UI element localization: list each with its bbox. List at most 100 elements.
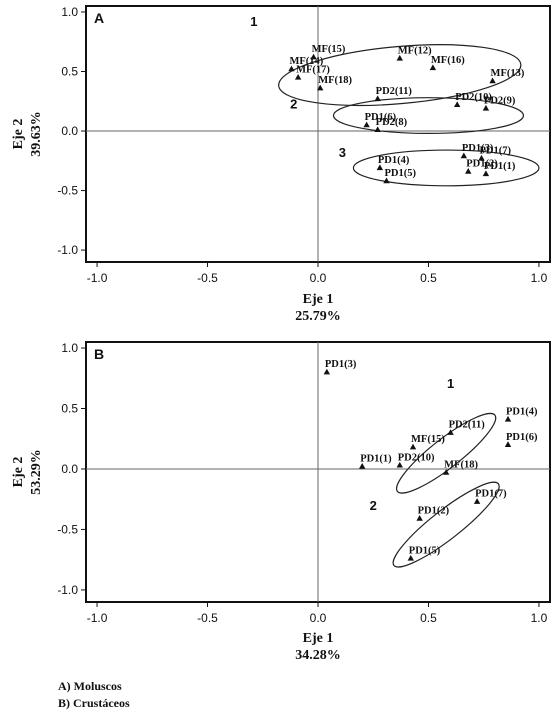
panel-a-y-tick-label: 0.5 [61,64,78,78]
panel-a-point-label: PD1(2) [466,159,498,170]
panel-a-x-tick-label: -0.5 [197,271,218,285]
panel-a-y-tick-label: 0.0 [61,124,78,138]
panel-a-point-label: PD1(3) [462,143,494,154]
panel-a-point-marker [376,164,384,171]
panel-a-point-marker [482,170,490,177]
panel-b-point-label: PD1(6) [506,432,538,443]
panel-a-y-tick-label: 1.0 [61,5,78,19]
panel-a-point-marker [374,126,381,133]
panel-b-x-tick-label: -0.5 [197,611,218,625]
panel-b-point-marker [504,415,512,422]
panel-a-group-number: 3 [339,145,346,160]
panel-a-point-marker [310,53,317,60]
panel-b-group-number: 1 [447,376,454,391]
panel-a-x-axis-percent: 25.79% [295,309,341,324]
panel-a-point-label: PD1(5) [384,168,416,179]
panel-a-point-marker [478,154,485,161]
panel-a-group-number: 2 [290,96,297,111]
panel-a-panel-label: A [94,10,104,26]
panel-a-point-label: PD2(9) [484,95,516,106]
panel-b-point-label: MF(18) [444,460,478,471]
panel-a-point-label: PD1(7) [480,145,512,156]
panel-b-y-tick-label: 1.0 [61,341,78,355]
panel-a-point-label: PD2(11) [376,86,413,97]
panel-b-point-label: PD2(10) [398,452,435,463]
panel-b-point-label: PD1(1) [360,454,392,465]
panel-a-point-marker [489,77,496,84]
panel-a-group-number: 1 [250,14,257,29]
panel-a-y-axis-title: Eje 2 [11,119,26,150]
panel-a-point-label: MF(13) [491,68,525,79]
panel-b-point-marker [396,461,403,468]
panel-a-point-marker [460,152,468,159]
panel-a-cluster-ellipse [352,149,540,187]
panel-b-point-label: PD1(4) [506,406,538,417]
caption-moluscos: A) Moluscos [58,679,122,693]
biplot-figure: -1.0 -0.5 0.0 0.5 1.0 1.0 0.5 0.0 -0.5 -1.0 Eje 1 2… [11,5,551,663]
panel-a-point-marker [396,54,403,61]
panel-a-point-marker [294,73,302,80]
panel-b-point-label: PD1(5) [409,545,441,556]
panel-a-point-label: PD1(6) [365,112,397,123]
panel-b-y-axis-percent: 53.29% [29,449,44,495]
panel-a-y-tick-label: -1.0 [57,243,78,257]
panel-b-point-label: PD1(3) [325,359,357,370]
panel-b-point-marker [447,429,454,435]
panel-a-cluster-ellipse [332,97,525,135]
panel-b-cluster-ellipse [392,481,500,568]
panel-a-point-label: PD2(8) [376,117,408,128]
panel-a-point-marker [363,121,370,128]
panel-b-y-tick-label: -0.5 [57,522,78,536]
panel-b-point-label: MF(15) [411,434,445,445]
panel-b-point-marker [409,443,417,450]
panel-a-point-marker [374,95,381,102]
panel-b-point-marker [407,554,414,561]
panel-b-point-marker [442,469,450,475]
panel-a-x-axis-title: Eje 1 [303,292,334,307]
panel-b-cluster-ellipse [395,412,497,494]
panel-a-point-label: PD2(10) [455,92,492,103]
panel-a-point-label: MF(17) [296,64,330,75]
panel-b-point-label: PD1(7) [475,489,507,500]
panel-a-point-label: PD1(1) [484,161,516,172]
panel-a-point-marker [317,84,324,91]
panel-b-y-tick-label: -1.0 [57,583,78,597]
panel-a-y-axis-percent: 39.63% [29,111,44,157]
panel-a-point-marker [482,104,490,111]
panel-a-point-marker [465,168,472,174]
panel-a-point-marker [383,177,390,184]
panel-a-point-label: MF(18) [318,75,352,86]
panel-b-y-axis-title: Eje 2 [11,457,26,488]
panel-b-panel-label: B [94,346,104,362]
panel-b-point-marker [358,463,366,469]
panel-a-y-tick-label: -0.5 [57,184,78,198]
panel-b-y-tick-label: 0.0 [61,462,78,476]
panel-a-point-marker [454,101,461,108]
panel-b-x-tick-label: 1.0 [531,611,548,625]
panel-b-x-tick-label: 0.0 [310,611,327,625]
panel-b-x-tick-label: 0.5 [420,611,437,625]
panel-a-x-tick-label: -1.0 [87,271,108,285]
panel-b-group-number: 2 [370,498,377,513]
panel-a-point-label: MF(15) [312,44,346,55]
panel-a-point-marker [429,64,437,71]
panel-b-point-label: PD1(2) [418,506,450,517]
panel-a-point-marker [288,65,295,72]
panel-b-point-marker [416,515,423,521]
panel-a-point-label: MF(12) [398,45,432,56]
panel-a-x-tick-label: 0.0 [310,271,327,285]
panel-b-point-marker [473,498,481,504]
panel-b-point-label: PD2(11) [449,420,486,431]
caption-crustaceos: B) Crustáceos [58,696,130,710]
panel-a-point-label: MF(14) [289,56,323,67]
panel-b-x-axis-title: Eje 1 [303,631,334,646]
panel-a-x-tick-label: 0.5 [420,271,437,285]
panel-a-point-label: PD1(4) [378,155,410,166]
panel-a-point-label: MF(16) [431,55,465,66]
panel-a-x-tick-label: 1.0 [531,271,548,285]
panel-b-x-axis-percent: 34.28% [295,648,341,663]
panel-b-point-marker [323,368,331,375]
panel-a-cluster-ellipse [278,44,522,107]
panel-b-y-tick-label: 0.5 [61,402,78,416]
panel-b-x-tick-label: -1.0 [87,611,108,625]
